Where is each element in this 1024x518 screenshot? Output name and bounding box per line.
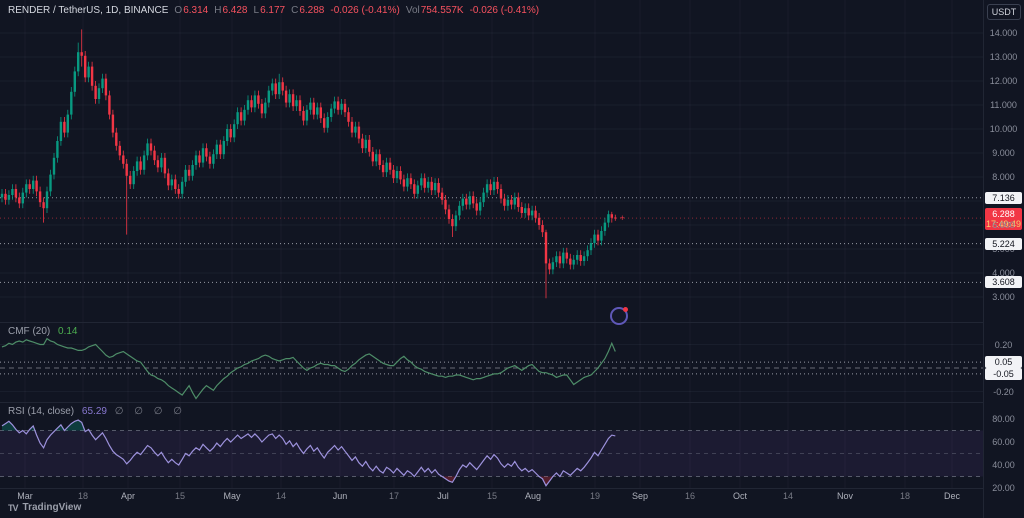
low-value: 6.177 (260, 5, 286, 16)
rsi-line-chart (0, 402, 984, 488)
axis-label: 14.000 (989, 28, 1018, 38)
axis-label: 3.608 (985, 276, 1022, 289)
time-axis-day-label: 18 (899, 491, 911, 501)
high-label: H (214, 5, 222, 16)
axis-label: 0.05 (985, 356, 1022, 369)
axis-label: 60.00 (992, 437, 1015, 447)
tradingview-logo-icon: TV (8, 502, 18, 513)
axis-label: 5.224 (985, 237, 1022, 250)
axis-label: 13.000 (989, 52, 1018, 62)
axis-label: 3.000 (992, 292, 1015, 302)
svg-text:+: + (620, 213, 625, 223)
axis-label: 0.20 (994, 339, 1013, 350)
close-label: C (291, 5, 299, 16)
time-axis-month-label: Jul (437, 491, 449, 501)
last-price-label: 6.288 17:49:49 (985, 208, 1022, 231)
time-axis-month-label: Dec (943, 491, 961, 501)
change-value-2: -0.026 (-0.41%) (469, 5, 540, 16)
time-axis-month-label: Apr (120, 491, 136, 501)
axis-label: -0.05 (985, 367, 1022, 380)
sticker-marker-icon[interactable] (610, 307, 628, 325)
rsi-value: 65.29 (81, 406, 107, 417)
time-axis-day-label: 14 (275, 491, 287, 501)
axis-label: 9.000 (992, 148, 1015, 158)
time-axis-divider (0, 488, 1024, 489)
time-axis-month-label: Nov (836, 491, 854, 501)
rsi-hidden-values: ∅ ∅ ∅ ∅ (114, 406, 186, 417)
axis-label: 11.000 (990, 100, 1017, 110)
cmf-legend: CMF (20) 0.14 (8, 326, 77, 337)
time-axis-day-label: 16 (684, 491, 696, 501)
time-axis-month-label: Sep (631, 491, 649, 501)
time-axis-month-label: Mar (17, 491, 33, 501)
close-value: 6.288 (299, 5, 325, 16)
axis-label: 7.136 (985, 191, 1022, 204)
change-value: -0.026 (-0.41%) (330, 5, 400, 16)
open-value: 6.314 (183, 5, 209, 16)
tradingview-wordmark: TradingView (22, 502, 82, 513)
rsi-legend: RSI (14, close) 65.29 ∅ ∅ ∅ ∅ (8, 406, 186, 417)
axis-label: -0.20 (993, 386, 1014, 397)
price-axis[interactable]: USDT 6.288 17:49:49 14.000 13.000 12.000 11… (983, 0, 1024, 518)
axis-label: 80.00 (992, 414, 1015, 424)
pane-divider[interactable] (0, 402, 1024, 403)
volume-label: Vol (405, 5, 420, 16)
symbol-legend: RENDER / TetherUS, 1D, BINANCE O6.314 H6.4… (8, 5, 539, 16)
main-chart-pane[interactable]: + (0, 0, 984, 322)
time-axis-month-label: Oct (732, 491, 748, 501)
rsi-title[interactable]: RSI (14, close) (8, 406, 75, 417)
pane-divider[interactable] (0, 322, 1024, 323)
low-label: L (253, 5, 260, 16)
axis-label: 4.000 (992, 268, 1015, 278)
candlestick-chart: + (0, 29, 984, 299)
axis-label: 10.000 (989, 124, 1018, 134)
rsi-indicator-pane[interactable]: RSI (14, close) 65.29 ∅ ∅ ∅ ∅ (0, 402, 984, 488)
cmf-indicator-pane[interactable]: CMF (20) 0.14 (0, 322, 984, 402)
cmf-title[interactable]: CMF (20) (8, 326, 51, 337)
time-axis-month-label: Jun (332, 491, 348, 501)
axis-label: 40.00 (992, 460, 1015, 470)
time-axis-day-label: 14 (782, 491, 794, 501)
cmf-line-chart (0, 322, 984, 402)
time-axis-day-label: 15 (174, 491, 186, 501)
high-value: 6.428 (222, 5, 248, 16)
time-axis-day-label: 18 (77, 491, 89, 501)
volume-value: 754.557K (420, 5, 464, 16)
axis-label: 8.000 (992, 172, 1015, 182)
time-axis-month-label: May (223, 491, 241, 501)
bar-countdown: 17:49:49 (985, 219, 1022, 230)
time-axis-month-label: Aug (524, 491, 542, 501)
open-label: O (174, 5, 183, 16)
time-axis[interactable]: Mar 18 Apr 15 May 14 Jun 17 Jul 15 Aug 19 Sep 16 Oct 14… (0, 489, 984, 503)
currency-toggle-button[interactable]: USDT (987, 4, 1021, 20)
axis-label: 12.000 (989, 76, 1018, 86)
tradingview-branding[interactable]: TV TradingView (8, 502, 81, 513)
time-axis-day-label: 17 (388, 491, 400, 501)
time-axis-day-label: 15 (486, 491, 498, 501)
time-axis-day-label: 19 (589, 491, 601, 501)
axis-label: 6.000 (992, 220, 1015, 230)
axis-label: 20.00 (992, 483, 1015, 493)
cmf-value: 0.14 (58, 326, 78, 337)
symbol-description[interactable]: RENDER / TetherUS, 1D, BINANCE (8, 5, 169, 16)
last-price-value: 6.288 (992, 209, 1015, 220)
